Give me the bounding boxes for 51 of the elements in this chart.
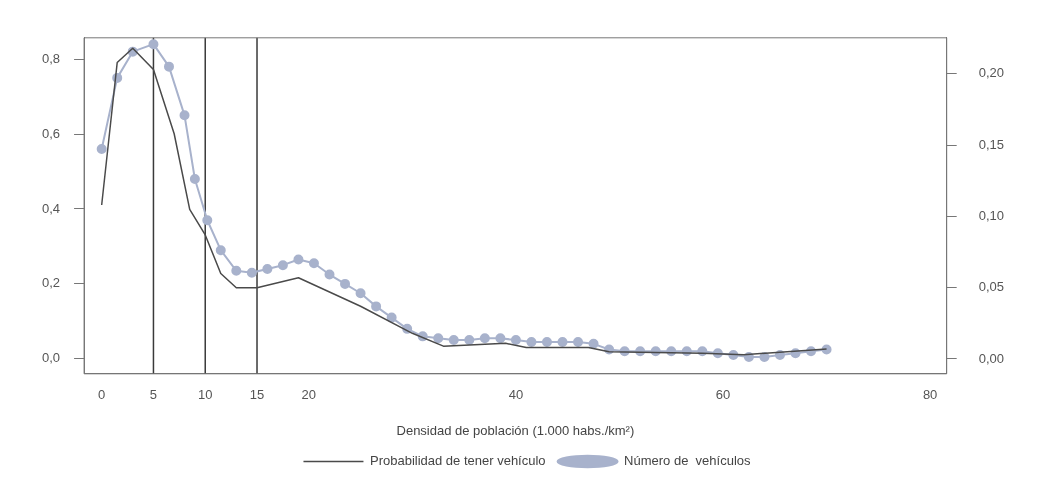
point <box>163 61 174 72</box>
point <box>510 335 521 346</box>
point <box>324 269 335 280</box>
point <box>464 335 475 346</box>
point <box>588 338 599 349</box>
point <box>96 144 107 155</box>
point <box>371 301 382 312</box>
point <box>355 288 366 299</box>
y-tick-label: 0,2 <box>41 275 61 291</box>
point <box>215 245 226 256</box>
point <box>179 110 190 121</box>
point <box>759 351 770 362</box>
point <box>448 335 459 346</box>
point <box>557 336 568 347</box>
y2-tick-label: 0,15 <box>978 136 1005 152</box>
x-tick-label: 60 <box>715 387 731 403</box>
y-tick-label: 0,8 <box>41 50 61 66</box>
point <box>189 174 200 185</box>
legend-label: Número de vehículos <box>624 453 752 469</box>
point <box>573 336 584 347</box>
point <box>231 265 242 276</box>
point <box>308 258 319 269</box>
y-tick-label: 0,6 <box>41 125 61 141</box>
x-tick-label: 5 <box>149 387 158 403</box>
x-tick-label: 20 <box>301 387 317 403</box>
point <box>526 336 537 347</box>
point <box>433 333 444 344</box>
y2-tick-label: 0,05 <box>978 279 1005 295</box>
x-axis-title: Densidad de población (1.000 habs./km²) <box>396 422 635 438</box>
point <box>479 333 490 344</box>
x-tick-label: 80 <box>922 387 938 403</box>
point <box>495 333 506 344</box>
x-tick-label: 15 <box>249 387 265 403</box>
x-tick-label: 0 <box>98 387 106 403</box>
x-tick-label: 10 <box>198 387 213 403</box>
point <box>148 39 159 50</box>
y2-tick-label: 0,10 <box>978 208 1005 223</box>
point <box>541 336 552 347</box>
y2-tick-label: 0,00 <box>978 350 1005 366</box>
point <box>293 254 304 265</box>
point <box>262 263 273 274</box>
point <box>340 278 351 289</box>
point <box>277 260 288 271</box>
y2-tick-label: 0,20 <box>978 65 1005 81</box>
point <box>202 215 213 226</box>
y-tick-label: 0,4 <box>41 200 61 216</box>
x-tick-label: 40 <box>508 387 524 403</box>
point <box>386 312 397 323</box>
point <box>246 267 257 278</box>
y-tick-label: 0,0 <box>41 350 61 366</box>
legend-label: Probabilidad de tener vehículo <box>369 453 546 469</box>
